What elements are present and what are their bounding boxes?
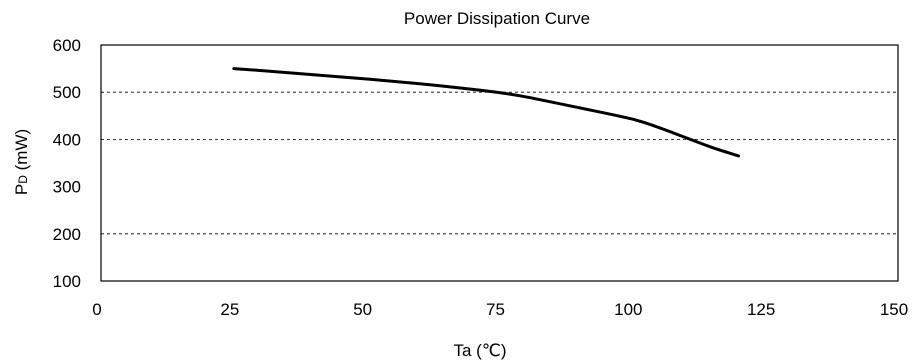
y-axis-label-unit: (mW) xyxy=(12,129,31,175)
y-axis-label-subscript: D xyxy=(16,175,30,184)
x-axis-label: Ta (℃) xyxy=(453,341,506,360)
y-tick-label: 300 xyxy=(53,178,81,197)
y-axis-ticks: 100 200 300 400 500 600 xyxy=(53,36,81,291)
x-tick-label: 100 xyxy=(614,300,642,319)
y-tick-label: 600 xyxy=(53,36,81,55)
x-tick-label: 150 xyxy=(880,300,908,319)
x-tick-label: 75 xyxy=(486,300,505,319)
x-tick-label: 25 xyxy=(220,300,239,319)
y-tick-label: 400 xyxy=(53,130,81,149)
y-tick-label: 200 xyxy=(53,225,81,244)
y-axis-label-main: P xyxy=(12,184,31,195)
x-tick-label: 50 xyxy=(353,300,372,319)
grid-lines xyxy=(101,91,898,235)
plot-area-frame xyxy=(100,44,899,282)
y-tick-label: 500 xyxy=(53,83,81,102)
x-tick-label: 125 xyxy=(747,300,775,319)
chart-title: Power Dissipation Curve xyxy=(404,9,590,28)
x-axis-ticks: 0 25 50 75 100 125 150 xyxy=(92,300,908,319)
series-layer xyxy=(232,67,741,158)
x-tick-label: 0 xyxy=(92,300,101,319)
series-line-0 xyxy=(232,67,741,158)
y-axis-label: PD (mW) xyxy=(12,129,31,195)
y-tick-label: 100 xyxy=(53,272,81,291)
